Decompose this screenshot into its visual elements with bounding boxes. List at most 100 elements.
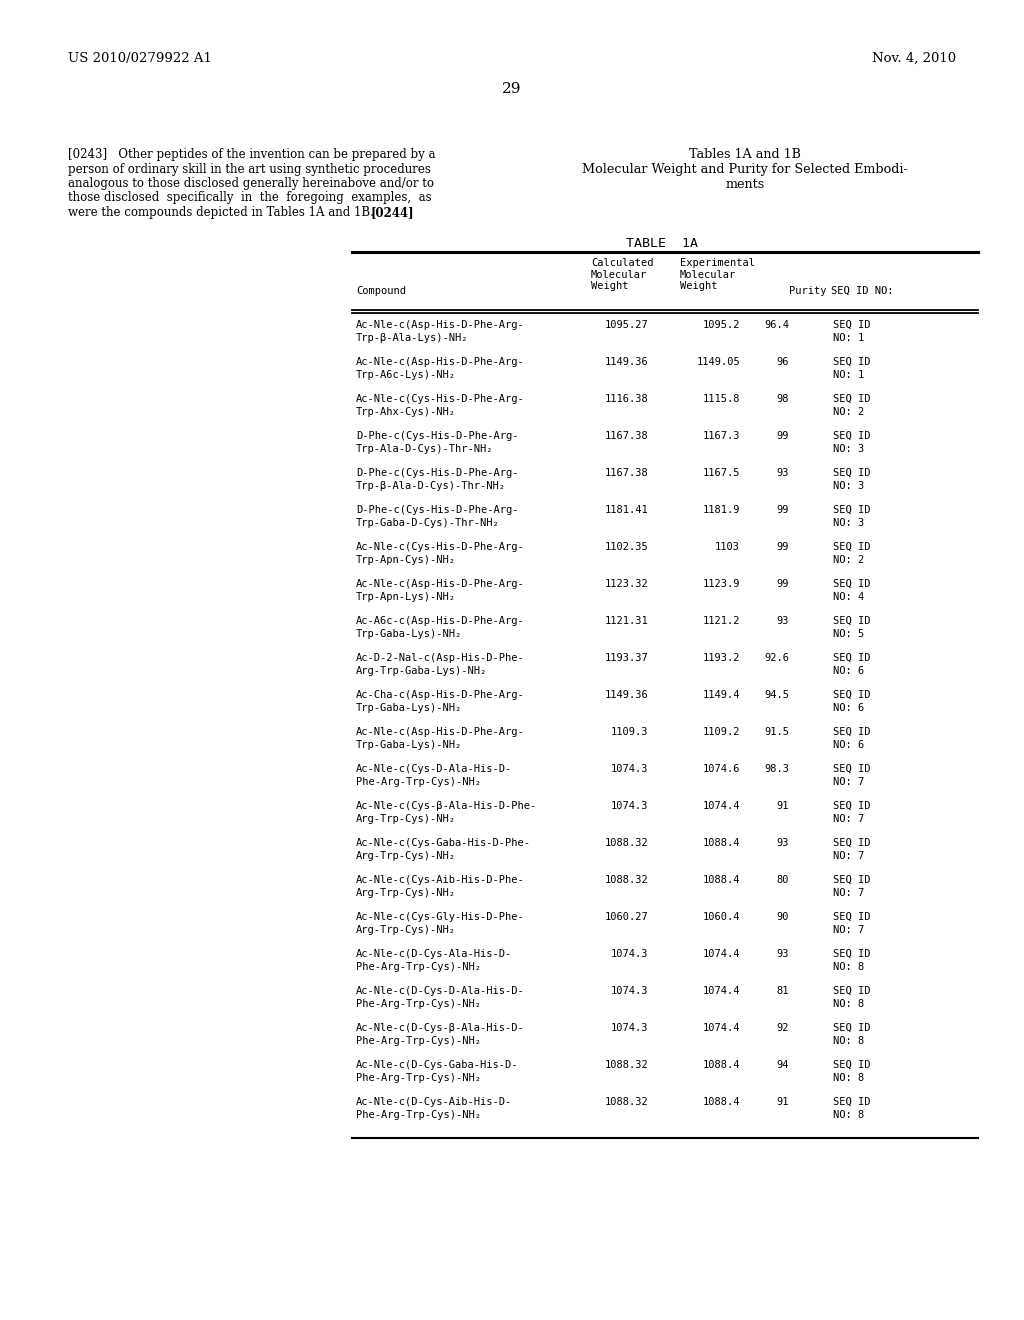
- Text: Trp-Ahx-Cys)-NH₂: Trp-Ahx-Cys)-NH₂: [356, 407, 456, 417]
- Text: 91: 91: [776, 801, 790, 810]
- Text: 1149.4: 1149.4: [702, 690, 740, 700]
- Text: 1088.32: 1088.32: [604, 838, 648, 847]
- Text: Experimental
Molecular
Weight: Experimental Molecular Weight: [680, 257, 755, 292]
- Text: 92: 92: [776, 1023, 790, 1034]
- Text: 1102.35: 1102.35: [604, 543, 648, 552]
- Text: NO: 7: NO: 7: [833, 814, 864, 824]
- Text: NO: 1: NO: 1: [833, 333, 864, 343]
- Text: 94: 94: [776, 1060, 790, 1071]
- Text: Ac-Nle-c(D-Cys-D-Ala-His-D-: Ac-Nle-c(D-Cys-D-Ala-His-D-: [356, 986, 524, 997]
- Text: SEQ ID: SEQ ID: [833, 393, 870, 404]
- Text: Ac-Nle-c(D-Cys-Gaba-His-D-: Ac-Nle-c(D-Cys-Gaba-His-D-: [356, 1060, 518, 1071]
- Text: 99: 99: [776, 579, 790, 589]
- Text: Phe-Arg-Trp-Cys)-NH₂: Phe-Arg-Trp-Cys)-NH₂: [356, 1073, 481, 1082]
- Text: Compound: Compound: [356, 286, 406, 296]
- Text: 1149.36: 1149.36: [604, 690, 648, 700]
- Text: 1088.32: 1088.32: [604, 875, 648, 884]
- Text: Trp-Gaba-Lys)-NH₂: Trp-Gaba-Lys)-NH₂: [356, 704, 462, 713]
- Text: US 2010/0279922 A1: US 2010/0279922 A1: [68, 51, 212, 65]
- Text: 96: 96: [776, 356, 790, 367]
- Text: 1123.9: 1123.9: [702, 579, 740, 589]
- Text: Ac-A6c-c(Asp-His-D-Phe-Arg-: Ac-A6c-c(Asp-His-D-Phe-Arg-: [356, 616, 524, 626]
- Text: NO: 3: NO: 3: [833, 480, 864, 491]
- Text: 1149.05: 1149.05: [696, 356, 740, 367]
- Text: 92.6: 92.6: [764, 653, 790, 663]
- Text: Phe-Arg-Trp-Cys)-NH₂: Phe-Arg-Trp-Cys)-NH₂: [356, 1110, 481, 1119]
- Text: SEQ ID: SEQ ID: [833, 543, 870, 552]
- Text: Ac-Nle-c(D-Cys-Ala-His-D-: Ac-Nle-c(D-Cys-Ala-His-D-: [356, 949, 512, 960]
- Text: Purity: Purity: [790, 286, 826, 296]
- Text: NO: 7: NO: 7: [833, 851, 864, 861]
- Text: 1088.32: 1088.32: [604, 1060, 648, 1071]
- Text: Trp-Ala-D-Cys)-Thr-NH₂: Trp-Ala-D-Cys)-Thr-NH₂: [356, 444, 494, 454]
- Text: Phe-Arg-Trp-Cys)-NH₂: Phe-Arg-Trp-Cys)-NH₂: [356, 777, 481, 787]
- Text: person of ordinary skill in the art using synthetic procedures: person of ordinary skill in the art usin…: [68, 162, 431, 176]
- Text: 1121.2: 1121.2: [702, 616, 740, 626]
- Text: SEQ ID: SEQ ID: [833, 1060, 870, 1071]
- Text: 1193.37: 1193.37: [604, 653, 648, 663]
- Text: Ac-Nle-c(Asp-His-D-Phe-Arg-: Ac-Nle-c(Asp-His-D-Phe-Arg-: [356, 579, 524, 589]
- Text: SEQ ID: SEQ ID: [833, 838, 870, 847]
- Text: 1074.6: 1074.6: [702, 764, 740, 774]
- Text: Ac-Nle-c(Cys-Aib-His-D-Phe-: Ac-Nle-c(Cys-Aib-His-D-Phe-: [356, 875, 524, 884]
- Text: NO: 7: NO: 7: [833, 777, 864, 787]
- Text: Tables 1A and 1B: Tables 1A and 1B: [689, 148, 801, 161]
- Text: 1167.3: 1167.3: [702, 432, 740, 441]
- Text: Ac-Nle-c(Asp-His-D-Phe-Arg-: Ac-Nle-c(Asp-His-D-Phe-Arg-: [356, 727, 524, 737]
- Text: Ac-Nle-c(Asp-His-D-Phe-Arg-: Ac-Nle-c(Asp-His-D-Phe-Arg-: [356, 356, 524, 367]
- Text: 1088.4: 1088.4: [702, 1060, 740, 1071]
- Text: 1088.4: 1088.4: [702, 1097, 740, 1107]
- Text: NO: 2: NO: 2: [833, 407, 864, 417]
- Text: Ac-Nle-c(Asp-His-D-Phe-Arg-: Ac-Nle-c(Asp-His-D-Phe-Arg-: [356, 319, 524, 330]
- Text: 1074.3: 1074.3: [610, 986, 648, 997]
- Text: SEQ ID: SEQ ID: [833, 432, 870, 441]
- Text: SEQ ID: SEQ ID: [833, 506, 870, 515]
- Text: Ac-Nle-c(Cys-Gly-His-D-Phe-: Ac-Nle-c(Cys-Gly-His-D-Phe-: [356, 912, 524, 921]
- Text: SEQ ID: SEQ ID: [833, 653, 870, 663]
- Text: Ac-Nle-c(Cys-His-D-Phe-Arg-: Ac-Nle-c(Cys-His-D-Phe-Arg-: [356, 393, 524, 404]
- Text: 98: 98: [776, 393, 790, 404]
- Text: Phe-Arg-Trp-Cys)-NH₂: Phe-Arg-Trp-Cys)-NH₂: [356, 999, 481, 1008]
- Text: 1074.3: 1074.3: [610, 801, 648, 810]
- Text: Ac-Nle-c(Cys-β-Ala-His-D-Phe-: Ac-Nle-c(Cys-β-Ala-His-D-Phe-: [356, 801, 538, 810]
- Text: Trp-Apn-Lys)-NH₂: Trp-Apn-Lys)-NH₂: [356, 591, 456, 602]
- Text: 91: 91: [776, 1097, 790, 1107]
- Text: 99: 99: [776, 432, 790, 441]
- Text: 1109.3: 1109.3: [610, 727, 648, 737]
- Text: SEQ ID: SEQ ID: [833, 319, 870, 330]
- Text: NO: 6: NO: 6: [833, 704, 864, 713]
- Text: 1060.27: 1060.27: [604, 912, 648, 921]
- Text: D-Phe-c(Cys-His-D-Phe-Arg-: D-Phe-c(Cys-His-D-Phe-Arg-: [356, 469, 518, 478]
- Text: SEQ ID: SEQ ID: [833, 875, 870, 884]
- Text: NO: 8: NO: 8: [833, 999, 864, 1008]
- Text: 1074.4: 1074.4: [702, 801, 740, 810]
- Text: Calculated
Molecular
Weight: Calculated Molecular Weight: [591, 257, 653, 292]
- Text: 1193.2: 1193.2: [702, 653, 740, 663]
- Text: 99: 99: [776, 543, 790, 552]
- Text: TABLE  1A: TABLE 1A: [626, 238, 698, 249]
- Text: Arg-Trp-Cys)-NH₂: Arg-Trp-Cys)-NH₂: [356, 851, 456, 861]
- Text: NO: 8: NO: 8: [833, 1036, 864, 1045]
- Text: Trp-Gaba-Lys)-NH₂: Trp-Gaba-Lys)-NH₂: [356, 741, 462, 750]
- Text: 1095.2: 1095.2: [702, 319, 740, 330]
- Text: those disclosed  specifically  in  the  foregoing  examples,  as: those disclosed specifically in the fore…: [68, 191, 432, 205]
- Text: 93: 93: [776, 469, 790, 478]
- Text: Arg-Trp-Cys)-NH₂: Arg-Trp-Cys)-NH₂: [356, 814, 456, 824]
- Text: 1088.32: 1088.32: [604, 1097, 648, 1107]
- Text: SEQ ID: SEQ ID: [833, 356, 870, 367]
- Text: 1116.38: 1116.38: [604, 393, 648, 404]
- Text: Phe-Arg-Trp-Cys)-NH₂: Phe-Arg-Trp-Cys)-NH₂: [356, 962, 481, 972]
- Text: SEQ ID NO:: SEQ ID NO:: [831, 286, 894, 296]
- Text: Arg-Trp-Cys)-NH₂: Arg-Trp-Cys)-NH₂: [356, 925, 456, 935]
- Text: NO: 7: NO: 7: [833, 888, 864, 898]
- Text: 1088.4: 1088.4: [702, 875, 740, 884]
- Text: Trp-β-Ala-Lys)-NH₂: Trp-β-Ala-Lys)-NH₂: [356, 333, 469, 343]
- Text: Ac-Cha-c(Asp-His-D-Phe-Arg-: Ac-Cha-c(Asp-His-D-Phe-Arg-: [356, 690, 524, 700]
- Text: 93: 93: [776, 838, 790, 847]
- Text: Trp-Gaba-D-Cys)-Thr-NH₂: Trp-Gaba-D-Cys)-Thr-NH₂: [356, 517, 500, 528]
- Text: NO: 5: NO: 5: [833, 630, 864, 639]
- Text: NO: 8: NO: 8: [833, 962, 864, 972]
- Text: 90: 90: [776, 912, 790, 921]
- Text: Trp-Apn-Cys)-NH₂: Trp-Apn-Cys)-NH₂: [356, 554, 456, 565]
- Text: 1074.4: 1074.4: [702, 949, 740, 960]
